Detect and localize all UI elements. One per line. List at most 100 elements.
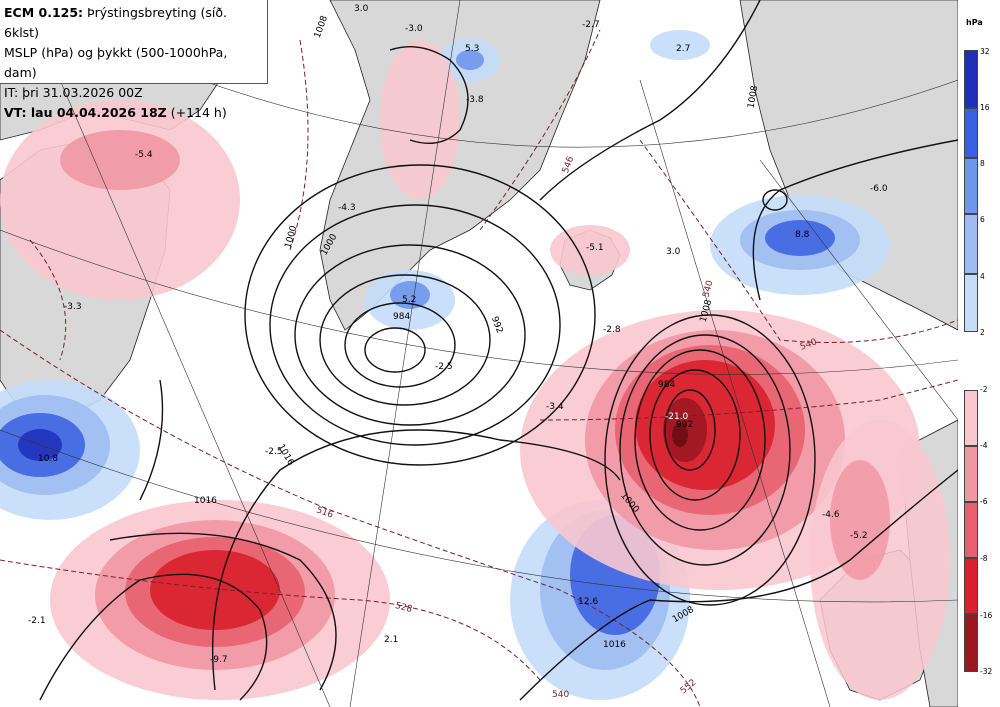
isobar (319, 274, 491, 406)
pressure-change-label: -2.1 (28, 616, 46, 626)
pressure-change-label: 5.2 (402, 295, 417, 305)
pressure-fall-area (60, 130, 180, 190)
thickness-contour (639, 139, 958, 343)
longitude-line (349, 0, 461, 707)
isobar (389, 45, 469, 144)
legend-tick: 4 (980, 272, 985, 281)
isobar (619, 334, 791, 566)
pressure-change-label: -6.0 (870, 184, 888, 194)
isobar (752, 139, 958, 301)
isobar (519, 469, 958, 701)
valid-time: VT: lau 04.04.2026 18Z (4, 105, 167, 120)
isobar (344, 302, 456, 388)
pressure-change-label: -2.5 (435, 362, 453, 372)
legend-swatch (964, 108, 978, 158)
isobar (664, 389, 716, 471)
pressure-rise-area (390, 281, 430, 309)
legend-swatch (964, 502, 978, 558)
isobar-layer (39, 0, 958, 701)
legend-swatch (964, 558, 978, 614)
pressure-fall-area (672, 423, 688, 447)
forecast-hour: (+114 h) (170, 105, 227, 120)
pressure-fall-area (830, 460, 890, 580)
pressure-change-layer (0, 30, 950, 700)
legend-swatch (964, 390, 978, 446)
legend-swatch (964, 214, 978, 274)
latitude-line (0, 229, 958, 375)
pressure-change-label: 12.6 (578, 597, 599, 607)
pressure-fall-area (0, 100, 240, 300)
pressure-rise-area (456, 50, 484, 70)
thickness-contour (289, 39, 309, 251)
isobar-label: 1016 (603, 640, 626, 650)
model-name: ECM 0.125: (4, 5, 84, 20)
valid-time-line: VT: lau 04.04.2026 18Z (+114 h) (4, 103, 263, 123)
isobar (762, 189, 788, 211)
color-legend: hPa 32 16 8 6 4 2 -2 -4 -6 -8 -16 -32 (958, 0, 1000, 707)
legend-tick: -16 (980, 611, 993, 620)
thickness-layer (0, 29, 958, 707)
legend-tick: -32 (980, 667, 993, 676)
pressure-rise-area (765, 220, 835, 256)
isobar (109, 532, 337, 691)
isobar (604, 314, 816, 606)
pressure-rise-area (650, 30, 710, 60)
pressure-change-label: -5.4 (135, 150, 153, 160)
pressure-change-label: -3.4 (546, 402, 564, 412)
legend-swatch (964, 614, 978, 672)
isobar (139, 379, 164, 501)
isobar-label: 1016 (194, 496, 217, 506)
pressure-change-label: 3.0 (666, 247, 681, 257)
latitude-line (0, 429, 958, 603)
isobar (634, 349, 766, 531)
pressure-change-label: -3.0 (405, 24, 423, 34)
thickness-label: 540 (552, 690, 570, 700)
pressure-change-label: 3.0 (354, 4, 369, 14)
isobar (244, 164, 596, 466)
pressure-change-label: 2.1 (384, 635, 399, 645)
pressure-change-label: -4.6 (822, 510, 840, 520)
isobar (539, 0, 761, 201)
legend-swatch (964, 446, 978, 502)
pressure-change-label: -21.0 (665, 412, 689, 422)
pressure-change-label: -5.1 (586, 243, 604, 253)
pressure-change-label: -2.8 (603, 325, 621, 335)
legend-swatch (964, 50, 978, 108)
longitude-line (759, 159, 958, 421)
pressure-change-label: -2.7 (582, 20, 600, 30)
legend-tick: -6 (980, 497, 988, 506)
pressure-change-label: 10.8 (38, 454, 59, 464)
legend-tick: 6 (980, 215, 985, 224)
pressure-fall-area (380, 40, 460, 200)
longitude-line (59, 79, 331, 707)
legend-swatch (964, 274, 978, 332)
isobar-label: 984 (393, 312, 411, 322)
field-description: Þrýstingsbreyting (síð. 6klst) (4, 5, 227, 40)
mslp-description: MSLP (hPa) og þykkt (500-1000hPa, dam) (4, 45, 228, 80)
pressure-change-label: 2.7 (676, 44, 691, 54)
initial-time: IT: þri 31.03.2026 00Z (4, 85, 143, 100)
thickness-contour (29, 239, 67, 361)
thickness-contour (0, 559, 541, 681)
isobar (364, 327, 426, 373)
pressure-change-label: -3.3 (64, 302, 82, 312)
isobar (39, 573, 268, 701)
pressure-fall-area (150, 550, 280, 630)
legend-swatch (964, 158, 978, 214)
legend-tick: -2 (980, 385, 988, 394)
pressure-change-label: -9.7 (210, 655, 228, 665)
thickness-contour (0, 329, 701, 707)
isobar (649, 369, 741, 501)
legend-tick: 16 (980, 103, 990, 112)
thickness-contour (539, 379, 958, 421)
map-info-panel: ECM 0.125: Þrýstingsbreyting (síð. 6klst… (0, 0, 268, 120)
pressure-change-label: -3.8 (466, 95, 484, 105)
isobar-label: 992 (676, 420, 694, 430)
pressure-change-label: 5.3 (465, 44, 480, 54)
longitude-line (639, 79, 831, 707)
isobar (212, 429, 621, 691)
pressure-change-label: -5.2 (850, 531, 868, 541)
isobar (294, 244, 526, 426)
legend-tick: -8 (980, 554, 988, 563)
